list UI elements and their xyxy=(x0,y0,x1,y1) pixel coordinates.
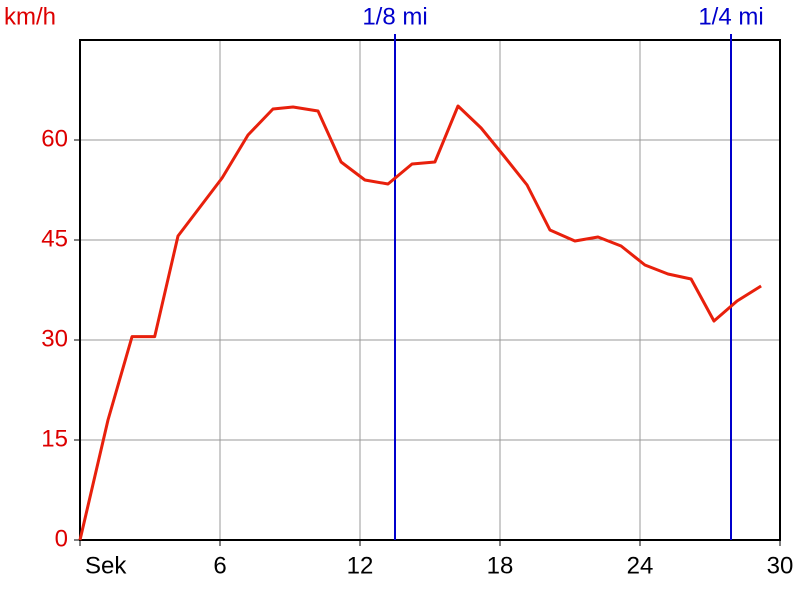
x-tick-label: 12 xyxy=(347,552,374,579)
plot-frame xyxy=(79,39,781,541)
y-tick-label: 60 xyxy=(41,125,68,152)
distance-marker-label: 1/8 mi xyxy=(362,3,427,30)
y-tick-label: 0 xyxy=(55,525,68,552)
y-tick-label: 45 xyxy=(41,225,68,252)
x-tick-label: 24 xyxy=(627,552,654,579)
x-tick-label: 30 xyxy=(767,552,794,579)
y-tick-label: 30 xyxy=(41,325,68,352)
distance-marker-label: 1/4 mi xyxy=(698,3,763,30)
x-tick-label: 6 xyxy=(213,552,226,579)
x-tick-label: Sek xyxy=(85,552,127,579)
y-tick-label: 15 xyxy=(41,425,68,452)
y-axis-label: km/h xyxy=(4,3,56,30)
x-tick-label: 18 xyxy=(487,552,514,579)
speed-line xyxy=(78,104,762,541)
